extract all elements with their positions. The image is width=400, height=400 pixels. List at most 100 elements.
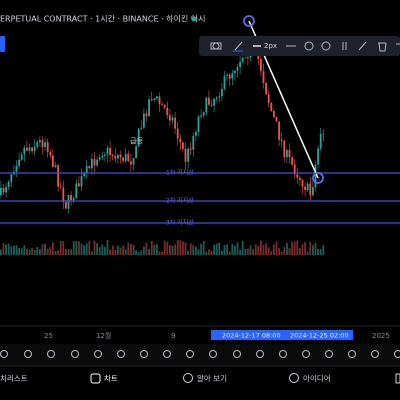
volume-bar (286, 242, 288, 255)
trend-handle[interactable] (243, 15, 255, 27)
tool-icon[interactable] (0, 349, 9, 359)
candle-body (283, 141, 286, 158)
candle-body (72, 198, 75, 201)
nav-item[interactable]: 알아 보기 (197, 373, 227, 383)
volume-bar (192, 245, 195, 255)
volume-bar (215, 243, 218, 255)
volume-bar (254, 244, 257, 255)
volume-bar (278, 248, 280, 255)
volume-bar (231, 244, 234, 255)
volume-bar (2, 242, 5, 255)
volume-bar (114, 249, 117, 255)
date-end: 2024-12-25 02:00 (290, 332, 349, 340)
stroke-width[interactable]: 2px (264, 42, 277, 50)
status-dot (191, 16, 197, 22)
candle-body (200, 115, 202, 117)
volume-bar (306, 251, 309, 255)
volume-bar (49, 247, 52, 255)
volume-bar (288, 248, 291, 255)
candle-body (54, 165, 57, 167)
date-range (211, 330, 353, 340)
candle-body (195, 131, 197, 136)
candle-body (208, 97, 210, 105)
tool-icon[interactable] (70, 349, 80, 359)
volume-bar (85, 243, 88, 255)
tool-icon[interactable] (278, 349, 288, 359)
volume-bar (312, 245, 314, 255)
candle-body (7, 181, 10, 187)
tool-icon[interactable] (23, 349, 33, 359)
tool-icon[interactable] (301, 349, 311, 359)
tool-icon[interactable] (162, 349, 172, 359)
candle-body (205, 97, 208, 113)
candle-body (189, 148, 192, 150)
volume-bar (44, 243, 46, 255)
volume-bar (153, 244, 156, 255)
volume-bar (218, 242, 221, 255)
tool-icon[interactable] (255, 349, 265, 359)
candle-body (221, 88, 223, 97)
volume-bar (39, 249, 41, 255)
tool-icon[interactable] (370, 349, 380, 359)
volume-bar (72, 241, 75, 255)
candle-body (288, 150, 291, 158)
volume-bar (314, 242, 317, 255)
tool-icon[interactable] (232, 349, 242, 359)
drawing-toolbar (199, 36, 400, 56)
trend-handle[interactable] (312, 172, 324, 184)
volume-bar (226, 244, 228, 255)
nav-item[interactable]: 아이디어 (303, 373, 331, 383)
support-label: 1차 지지선 (166, 169, 194, 177)
candle-body (150, 99, 153, 101)
candle-body (309, 183, 312, 196)
volume-bar (96, 243, 98, 255)
candle-body (161, 104, 163, 106)
volume-bar (275, 241, 278, 255)
tool-icon[interactable] (93, 349, 103, 359)
volume-bar (247, 248, 249, 255)
tool-icon[interactable] (208, 349, 218, 359)
candle-body (244, 57, 247, 59)
tool-icon[interactable] (139, 349, 149, 359)
candle-body (31, 147, 33, 152)
side-tab[interactable] (0, 36, 5, 52)
candle-body (210, 104, 213, 106)
candle-body (273, 111, 275, 117)
volume-bar (202, 240, 205, 255)
candle-body (70, 194, 72, 201)
tool-icons[interactable] (0, 349, 400, 359)
tool-icon[interactable] (393, 349, 400, 359)
candle-body (145, 113, 148, 117)
candle-body (41, 140, 44, 148)
toolbar-icons[interactable] (210, 41, 400, 52)
candle-body (75, 183, 78, 199)
candles (0, 44, 325, 214)
volume-bar (130, 243, 132, 255)
candle-body (67, 194, 70, 209)
nav-item[interactable]: 차트 (104, 374, 118, 383)
candle-body (49, 152, 52, 156)
volume-bar (52, 242, 54, 255)
candle-body (314, 164, 317, 188)
tool-icon[interactable] (185, 349, 195, 359)
candle-body (228, 74, 231, 79)
candle-body (202, 112, 205, 116)
volume-bar (267, 247, 270, 255)
volume-bar (304, 242, 306, 255)
volume-bar (59, 240, 62, 255)
candle-body (280, 139, 283, 142)
tool-icon[interactable] (347, 349, 357, 359)
x-label: 25 (44, 332, 53, 340)
candle-body (187, 148, 189, 162)
tool-icon[interactable] (116, 349, 126, 359)
volume-bar (299, 248, 301, 255)
nav-item[interactable]: 치리스트 (0, 374, 28, 383)
candle-body (10, 174, 13, 182)
volume-bar (239, 249, 241, 255)
tool-row (0, 344, 400, 366)
candle-body (322, 133, 325, 135)
tool-icon[interactable] (324, 349, 334, 359)
support-label: 2차 지지선 (166, 197, 194, 205)
candle-body (127, 154, 130, 162)
tool-icon[interactable] (46, 349, 56, 359)
